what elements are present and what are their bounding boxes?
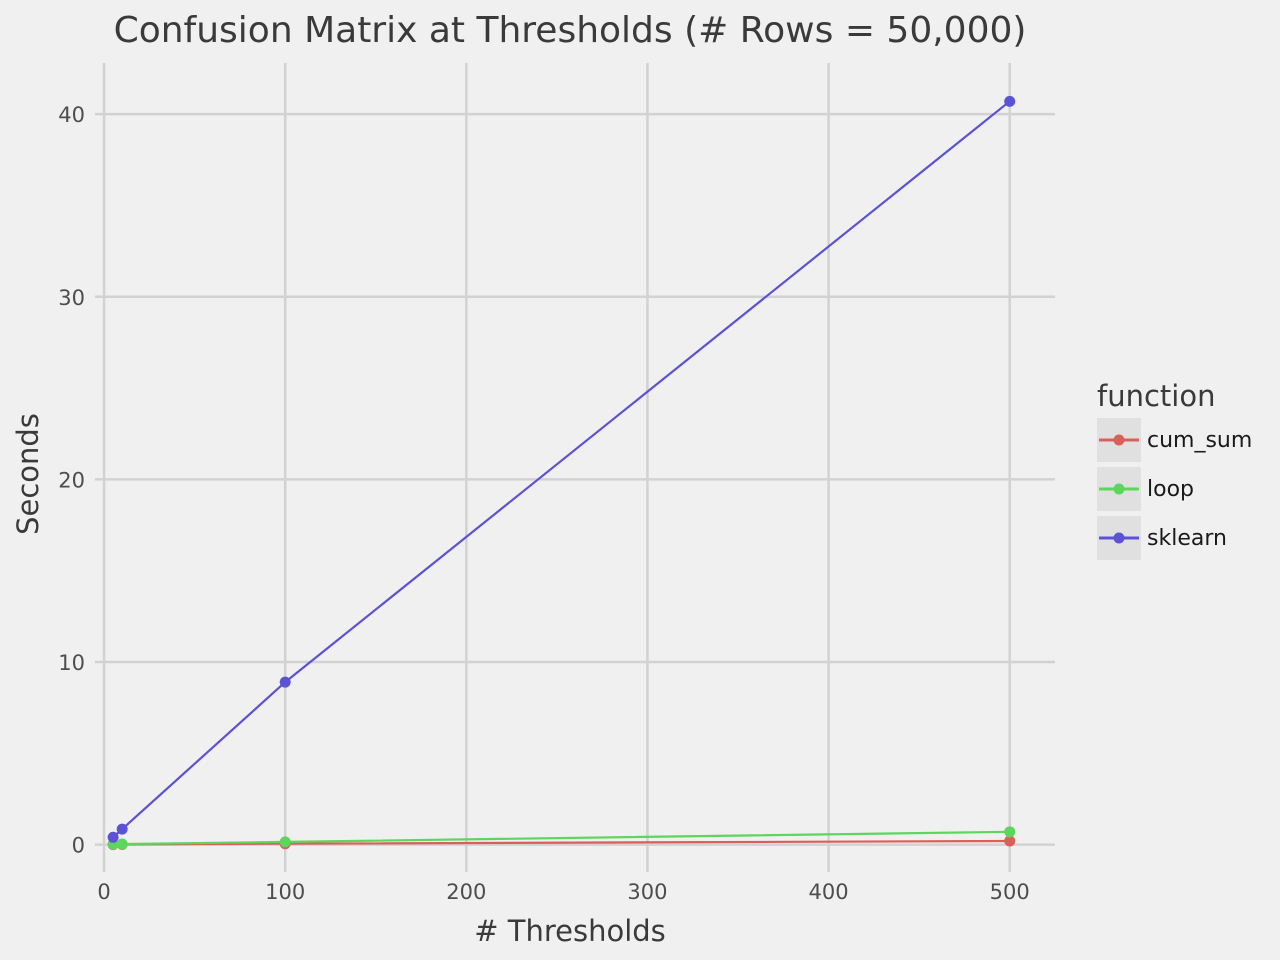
- y-tick-label: 30: [58, 286, 85, 310]
- y-tick-label: 10: [58, 651, 85, 675]
- legend-key-point: [1113, 483, 1125, 495]
- legend-key-point: [1113, 532, 1125, 544]
- x-axis-title: # Thresholds: [474, 914, 666, 948]
- data-point: [1004, 835, 1016, 847]
- chart-title: Confusion Matrix at Thresholds (# Rows =…: [114, 10, 1027, 51]
- data-point: [279, 836, 291, 848]
- plot-area: [107, 95, 1016, 851]
- data-point: [279, 676, 291, 688]
- x-tick-label: 0: [97, 880, 110, 904]
- legend-item-sklearn: sklearn: [1097, 516, 1227, 560]
- x-tick-label: 500: [990, 880, 1030, 904]
- data-point: [107, 831, 119, 843]
- legend-item-cum_sum: cum_sum: [1097, 418, 1252, 462]
- x-tick-label: 100: [265, 880, 305, 904]
- plot-panel: [95, 63, 1055, 872]
- data-point: [1004, 95, 1016, 107]
- y-tick-label: 40: [58, 103, 85, 127]
- legend-key-point: [1113, 434, 1125, 446]
- x-axis-ticks: 0 100 200 300 400 500: [97, 880, 1029, 904]
- series-sklearn: [107, 95, 1016, 843]
- y-axis-title: Seconds: [11, 413, 45, 535]
- data-point: [116, 823, 128, 835]
- y-axis-ticks: 0 10 20 30 40: [58, 103, 85, 857]
- x-tick-label: 200: [446, 880, 486, 904]
- legend-item-loop: loop: [1097, 467, 1194, 511]
- data-point: [1004, 826, 1016, 838]
- legend-label: loop: [1147, 477, 1194, 502]
- series-line: [112, 100, 1011, 839]
- x-tick-label: 300: [627, 880, 667, 904]
- x-tick-label: 400: [809, 880, 849, 904]
- legend-label: sklearn: [1147, 526, 1227, 551]
- data-point: [116, 838, 128, 850]
- y-tick-label: 0: [72, 834, 85, 858]
- y-tick-label: 20: [58, 468, 85, 492]
- legend-title: function: [1097, 379, 1215, 413]
- grid: [95, 63, 1055, 872]
- legend-label: cum_sum: [1147, 428, 1252, 453]
